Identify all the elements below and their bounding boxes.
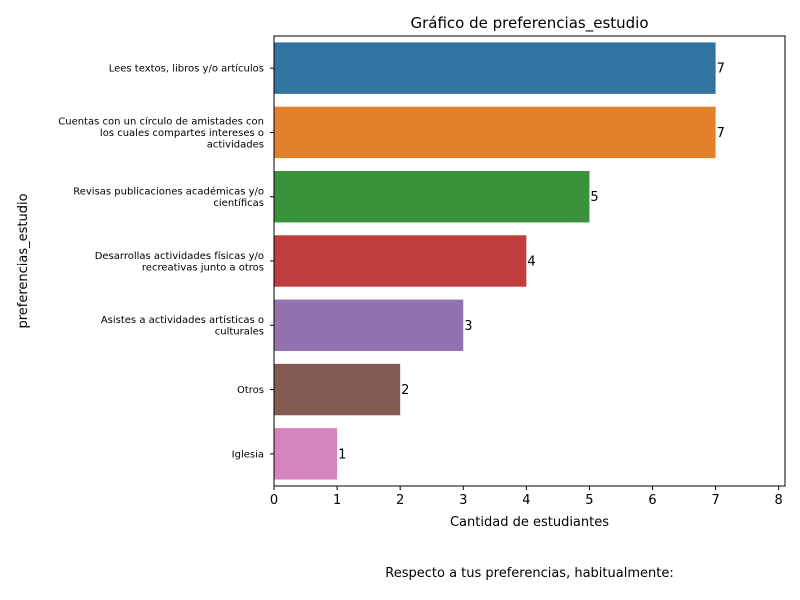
x-axis-ticks: 0 1 2 3 4 5 6 7 8 xyxy=(270,486,783,508)
x-axis-label: Cantidad de estudiantes xyxy=(450,515,609,530)
y-tick-label: Cuentas con un círculo de amistades con l… xyxy=(58,115,264,150)
bar-7 xyxy=(274,428,337,479)
x-tick-label: 0 xyxy=(270,493,278,508)
x-tick-label: 2 xyxy=(396,493,404,508)
x-tick-label: 1 xyxy=(333,493,341,508)
bar-3 xyxy=(274,171,589,222)
bar-1 xyxy=(274,42,716,93)
bar-4 xyxy=(274,235,526,286)
y-tick-label: Otros xyxy=(237,385,264,396)
y-tick-label: Iglesia xyxy=(232,449,264,460)
bar-5 xyxy=(274,300,463,351)
x-tick-label: 7 xyxy=(711,493,719,508)
bar-2 xyxy=(274,107,716,158)
data-label-6: 2 xyxy=(401,383,409,398)
y-axis-label: preferencias_estudio xyxy=(16,193,31,328)
y-tick-labels: Lees textos, libros y/o artículos Cuentas… xyxy=(58,63,274,461)
x-tick-label: 4 xyxy=(522,493,530,508)
x-tick-label: 5 xyxy=(585,493,593,508)
y-tick-label: Revisas publicaciones académicas y/o cien… xyxy=(73,185,264,209)
y-tick-label: Lees textos, libros y/o artículos xyxy=(109,63,264,75)
x-tick-label: 3 xyxy=(459,493,467,508)
data-label-2: 7 xyxy=(717,126,725,141)
bars-group xyxy=(274,42,716,479)
data-label-7: 1 xyxy=(338,447,346,462)
x-tick-label: 8 xyxy=(775,493,783,508)
chart-title: Gráfico de preferencias_estudio xyxy=(410,14,648,33)
y-tick-label: Desarrollas actividades físicas y/o recre… xyxy=(95,250,264,274)
data-label-5: 3 xyxy=(464,319,472,334)
x-tick-label: 6 xyxy=(648,493,656,508)
data-label-1: 7 xyxy=(717,62,725,77)
data-label-4: 4 xyxy=(527,255,535,270)
y-tick-label: Asistes a actividades artísticas o cultur… xyxy=(101,314,264,338)
chart-caption: Respecto a tus preferencias, habitualmen… xyxy=(274,566,785,581)
bar-6 xyxy=(274,364,400,415)
data-label-3: 5 xyxy=(590,190,598,205)
